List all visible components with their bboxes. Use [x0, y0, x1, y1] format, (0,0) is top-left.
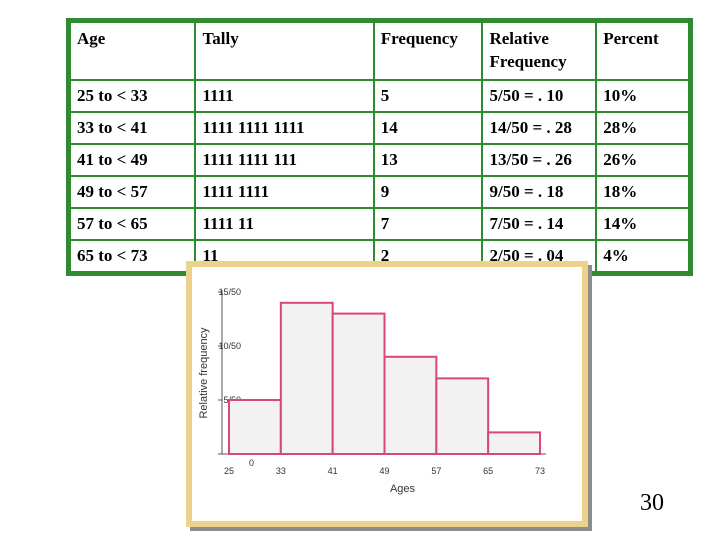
histogram-bar — [383, 355, 438, 455]
x-tick-label: 73 — [535, 466, 545, 476]
tally-cell: 1111 1111 — [194, 175, 375, 209]
histogram-bar — [228, 399, 282, 455]
percent-cell: 18% — [595, 175, 690, 209]
x-axis-ticks: 25 33 41 49 57 65 73 — [224, 466, 545, 476]
age-cell: 41 to < 49 — [68, 143, 197, 177]
frequency-cell: 9 — [372, 175, 484, 209]
table-row: 41 to < 49 1111 1111 111 13 13/50 = . 26… — [68, 143, 690, 177]
x-tick-label: 41 — [328, 466, 338, 476]
y-tick-label: 10/50 — [218, 341, 241, 351]
histogram-bars — [228, 301, 541, 455]
frequency-table: Age Tally Frequency Relative Frequency P… — [66, 18, 693, 276]
x-tick-label: 65 — [483, 466, 493, 476]
y-axis-label: Relative frequency — [198, 327, 210, 419]
age-cell: 49 to < 57 — [68, 175, 197, 209]
frequency-cell: 5 — [372, 79, 484, 113]
frequency-grid: Age Tally Frequency Relative Frequency P… — [68, 21, 690, 273]
age-cell: 25 to < 33 — [68, 79, 197, 113]
relative-frequency-cell: 7/50 = . 14 — [481, 207, 598, 241]
histogram-bar — [279, 301, 334, 455]
table-row: 25 to < 33 1111 5 5/50 = . 10 10% — [68, 79, 690, 113]
percent-cell: 28% — [595, 111, 690, 145]
histogram-bar — [487, 431, 541, 455]
tally-cell: 1111 — [194, 79, 375, 113]
relative-frequency-cell: 5/50 = . 10 — [481, 79, 598, 113]
x-axis-label: Ages — [390, 483, 416, 495]
x-tick-label: 49 — [379, 466, 389, 476]
relative-frequency-cell: 13/50 = . 26 — [481, 143, 598, 177]
histogram-bar — [435, 377, 490, 455]
x-tick-label: 57 — [431, 466, 441, 476]
percent-cell: 4% — [595, 239, 690, 273]
table-row: 57 to < 65 1111 11 7 7/50 = . 14 14% — [68, 207, 690, 241]
tally-cell: 1111 1111 111 — [194, 143, 375, 177]
y-tick-label: 0 — [249, 458, 254, 468]
percent-cell: 14% — [595, 207, 690, 241]
relative-frequency-cell: 14/50 = . 28 — [481, 111, 598, 145]
header-tally: Tally — [194, 21, 375, 81]
age-cell: 33 to < 41 — [68, 111, 197, 145]
tally-cell: 1111 11 — [194, 207, 375, 241]
header-percent: Percent — [595, 21, 690, 81]
age-cell: 65 to < 73 — [68, 239, 197, 273]
relative-frequency-cell: 9/50 = . 18 — [481, 175, 598, 209]
frequency-cell: 7 — [372, 207, 484, 241]
frequency-cell: 14 — [372, 111, 484, 145]
percent-cell: 26% — [595, 143, 690, 177]
x-tick-label: 33 — [276, 466, 286, 476]
x-tick-label: 25 — [224, 466, 234, 476]
y-tick-label: 15/50 — [218, 287, 241, 297]
table-header-row: Age Tally Frequency Relative Frequency P… — [68, 21, 690, 81]
age-cell: 57 to < 65 — [68, 207, 197, 241]
header-age: Age — [68, 21, 197, 81]
table-row: 49 to < 57 1111 1111 9 9/50 = . 18 18% — [68, 175, 690, 209]
table-row: 33 to < 41 1111 1111 1111 14 14/50 = . 2… — [68, 111, 690, 145]
tally-cell: 1111 1111 1111 — [194, 111, 375, 145]
frequency-cell: 13 — [372, 143, 484, 177]
header-relative-frequency: Relative Frequency — [481, 21, 598, 81]
header-frequency: Frequency — [372, 21, 484, 81]
histogram-bar — [331, 312, 386, 455]
percent-cell: 10% — [595, 79, 690, 113]
slide-number: 30 — [640, 490, 664, 516]
